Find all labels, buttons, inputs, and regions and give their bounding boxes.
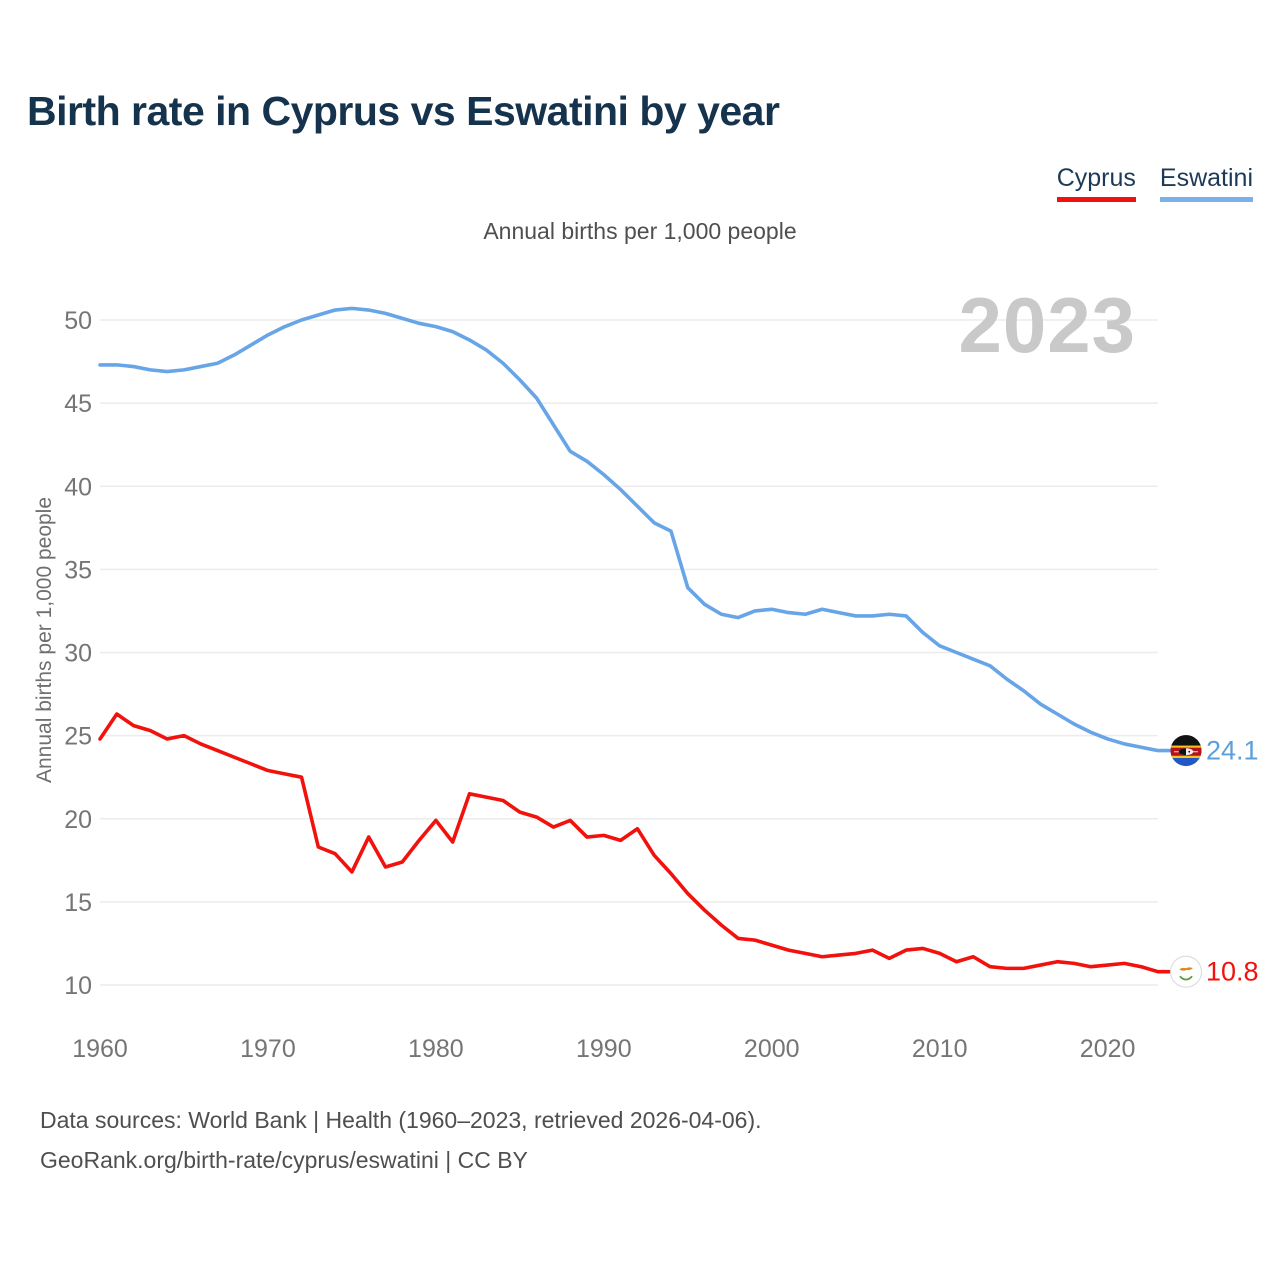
eswatini-series-line bbox=[98, 306, 1171, 753]
footer: Data sources: World Bank | Health (1960–… bbox=[40, 1100, 762, 1180]
y-tick-label: 35 bbox=[64, 556, 92, 584]
legend-item-cyprus[interactable]: Cyprus bbox=[1056, 164, 1136, 202]
x-tick-label: 2000 bbox=[744, 1035, 800, 1063]
y-tick-label: 20 bbox=[64, 806, 92, 834]
y-tick-label: 15 bbox=[64, 889, 92, 917]
cyprus-flag-icon bbox=[1170, 955, 1202, 988]
x-tick-label: 1990 bbox=[576, 1035, 632, 1063]
gridlines bbox=[100, 319, 1158, 986]
y-tick-label: 50 bbox=[64, 307, 92, 335]
x-tick-label: 2020 bbox=[1080, 1035, 1136, 1063]
watermark-year: 2023 bbox=[958, 281, 1136, 369]
y-tick-label: 10 bbox=[64, 972, 92, 1000]
page-title: Birth rate in Cyprus vs Eswatini by year bbox=[27, 88, 780, 134]
footer-attribution-line: GeoRank.org/birth-rate/cyprus/eswatini |… bbox=[40, 1147, 528, 1173]
eswatini-flag-icon bbox=[1170, 735, 1202, 767]
y-tick-label: 45 bbox=[64, 390, 92, 418]
x-tick-label: 1960 bbox=[72, 1035, 128, 1063]
legend-item-eswatini[interactable]: Eswatini bbox=[1159, 164, 1253, 202]
x-tick-labels: 1960 1970 1980 1990 2000 2010 2020 bbox=[72, 1035, 1135, 1063]
cyprus-series-line bbox=[98, 712, 1171, 974]
cyprus-end-value-label: 10.8 bbox=[1206, 957, 1259, 987]
x-tick-label: 1970 bbox=[240, 1035, 296, 1063]
footer-sources-line: Data sources: World Bank | Health (1960–… bbox=[40, 1107, 762, 1133]
y-tick-label: 25 bbox=[64, 723, 92, 751]
x-tick-label: 1980 bbox=[408, 1035, 464, 1063]
legend: Cyprus Eswatini bbox=[1056, 164, 1253, 202]
y-tick-label: 30 bbox=[64, 640, 92, 668]
y-tick-label: 40 bbox=[64, 473, 92, 501]
chart-subtitle: Annual births per 1,000 people bbox=[483, 218, 797, 244]
eswatini-end-value-label: 24.1 bbox=[1206, 736, 1259, 766]
y-tick-labels: 10 15 20 25 30 35 40 45 50 bbox=[64, 307, 92, 1000]
x-tick-label: 2010 bbox=[912, 1035, 968, 1063]
